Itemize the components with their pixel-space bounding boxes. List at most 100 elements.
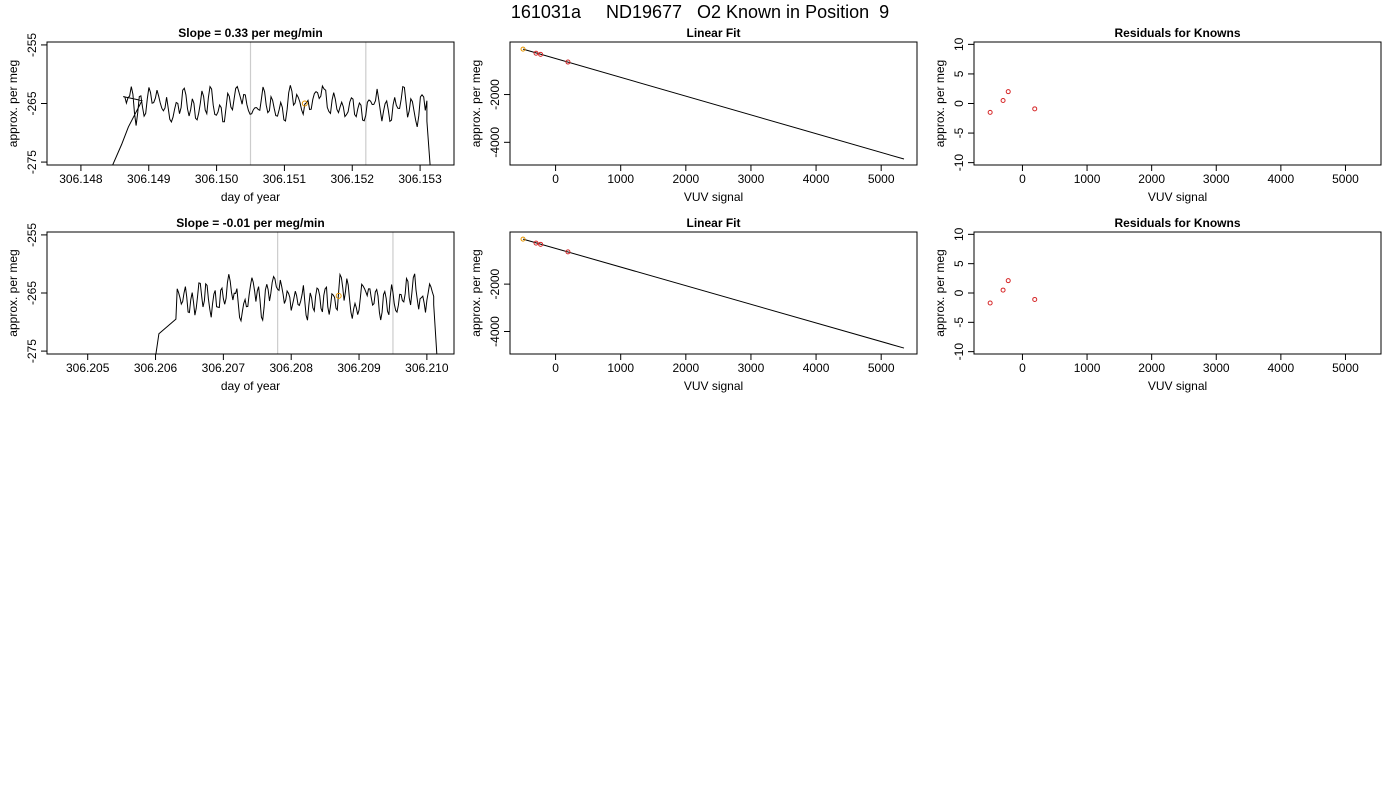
data-point [1000, 287, 1006, 293]
data-point [1005, 89, 1011, 95]
y-tick-label: 0 [952, 289, 966, 296]
x-axis-label: VUV signal [684, 190, 743, 204]
time-series-line [112, 84, 431, 165]
x-tick-label: 3000 [738, 361, 765, 375]
y-tick-label: -10 [952, 154, 966, 172]
x-tick-label: 5000 [868, 361, 895, 375]
x-tick-label: 4000 [1268, 172, 1295, 186]
x-tick-label: 2000 [1138, 361, 1165, 375]
data-point [533, 240, 539, 246]
panel-row2-col2: Linear Fit 0 1000 2000 3000 4000 5000 -2000 -400… [469, 216, 918, 393]
x-tick-label: 306.149 [127, 172, 171, 186]
x-tick-label: 306.208 [270, 361, 314, 375]
x-axis-label: VUV signal [1148, 190, 1207, 204]
y-tick-label: -255 [25, 223, 39, 247]
x-tick-label: 3000 [1203, 172, 1230, 186]
y-axis-label: approx. per meg [6, 249, 20, 336]
y-axis-label: approx. per meg [469, 249, 483, 336]
x-tick-label: 1000 [607, 361, 634, 375]
plot-frame [46, 231, 455, 355]
panel-title: Slope = 0.33 per meg/min [178, 26, 322, 40]
y-axis-label: approx. per meg [6, 60, 20, 147]
x-tick-label: 4000 [803, 361, 830, 375]
x-tick-label: 306.153 [398, 172, 442, 186]
plot-area [112, 42, 431, 165]
y-tick-label: -4000 [488, 127, 502, 158]
plot-frame [973, 41, 1382, 166]
y-tick-label: -265 [25, 91, 39, 115]
panel-title: Residuals for Knowns [1114, 26, 1240, 40]
data-point [1032, 296, 1038, 302]
y-tick-label: -265 [25, 281, 39, 305]
plot-area [520, 46, 905, 160]
y-tick-label: 10 [952, 37, 966, 51]
x-tick-label: 2000 [1138, 172, 1165, 186]
y-axis-label: approx. per meg [933, 249, 947, 336]
data-point [565, 59, 571, 65]
panel-title: Linear Fit [686, 26, 740, 40]
panel-row2-col1: Slope = -0.01 per meg/min 306.205 306.206 3… [6, 216, 455, 393]
x-tick-label: 4000 [803, 172, 830, 186]
data-point [1005, 278, 1011, 284]
plot-frame [973, 231, 1382, 355]
plot-area [987, 278, 1038, 306]
data-point [538, 241, 544, 247]
data-point [520, 236, 526, 242]
highlight-marker [335, 292, 342, 299]
x-tick-label: 2000 [672, 361, 699, 375]
y-tick-label: -255 [25, 33, 39, 57]
y-tick-label: 5 [952, 70, 966, 77]
figure-title: 161031a ND19677 O2 Known in Position 9 [510, 2, 890, 22]
y-tick-label: -4000 [488, 316, 502, 347]
panel-row1-col1: Slope = 0.33 per meg/min 306.148 306.149 30… [6, 26, 455, 204]
x-tick-label: 1000 [1074, 361, 1101, 375]
panel-row2-col3: Residuals for Knowns 0 1000 2000 3000 4000 500… [933, 216, 1382, 393]
x-tick-label: 1000 [607, 172, 634, 186]
panel-title: Linear Fit [686, 216, 740, 230]
panel-row1-col3: Residuals for Knowns 0 1000 2000 3000 4000 500… [933, 26, 1382, 204]
x-tick-label: 3000 [738, 172, 765, 186]
data-point [533, 50, 539, 56]
panel-row1-col2: Linear Fit 0 1000 2000 3000 4000 5000 -2000 -400… [469, 26, 918, 204]
x-tick-label: 0 [552, 172, 559, 186]
y-tick-label: -275 [25, 339, 39, 363]
y-tick-label: -10 [952, 343, 966, 361]
time-series-line [155, 272, 438, 354]
y-tick-label: 5 [952, 260, 966, 267]
data-point [1000, 98, 1006, 104]
panel-title: Residuals for Knowns [1114, 216, 1240, 230]
x-tick-label: 3000 [1203, 361, 1230, 375]
y-tick-label: -2000 [488, 268, 502, 299]
x-tick-label: 1000 [1074, 172, 1101, 186]
data-point [520, 46, 526, 52]
y-tick-label: 0 [952, 100, 966, 107]
x-axis-label: day of year [221, 190, 280, 204]
x-tick-label: 306.205 [66, 361, 110, 375]
x-axis-label: VUV signal [1148, 379, 1207, 393]
data-point [538, 51, 544, 57]
x-tick-label: 5000 [1332, 361, 1359, 375]
highlight-marker [301, 100, 308, 107]
y-axis-label: approx. per meg [933, 60, 947, 147]
x-tick-label: 306.207 [202, 361, 246, 375]
x-axis-label: day of year [221, 379, 280, 393]
x-tick-label: 0 [552, 361, 559, 375]
x-tick-label: 306.206 [134, 361, 178, 375]
data-point [565, 249, 571, 255]
plot-frame [46, 41, 455, 166]
x-tick-label: 4000 [1268, 361, 1295, 375]
x-tick-label: 5000 [1332, 172, 1359, 186]
x-axis-label: VUV signal [684, 379, 743, 393]
plot-frame [509, 231, 918, 355]
data-point [987, 300, 993, 306]
y-tick-label: -5 [952, 127, 966, 138]
y-tick-label: -2000 [488, 79, 502, 110]
y-tick-label: -275 [25, 150, 39, 174]
x-tick-label: 306.151 [263, 172, 307, 186]
x-tick-label: 0 [1019, 172, 1026, 186]
data-point [987, 109, 993, 115]
x-tick-label: 306.210 [405, 361, 449, 375]
x-tick-label: 0 [1019, 361, 1026, 375]
plot-area [155, 232, 438, 354]
